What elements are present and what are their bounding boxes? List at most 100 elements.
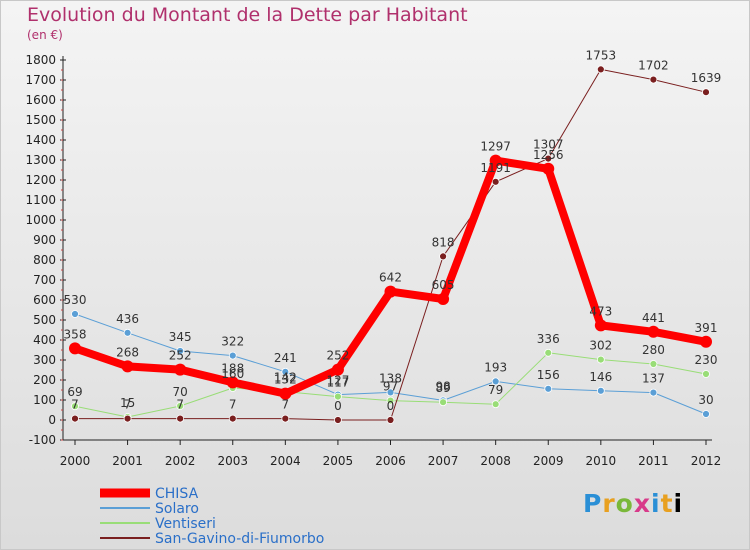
data-label: 1191 [480,161,511,175]
data-point [331,363,344,376]
logo-letter: o [615,489,634,518]
data-label: 302 [589,339,612,353]
data-label: 7 [71,398,79,412]
data-point [489,154,502,167]
data-label: 1753 [586,48,617,62]
data-point [334,392,342,401]
data-label: 188 [221,361,244,375]
data-point [386,396,395,405]
data-label: 142 [274,371,297,385]
y-tick-label: 1400 [25,133,56,147]
data-label: 97 [383,380,398,394]
chart-subtitle: (en €) [27,28,63,42]
data-point [649,75,658,84]
data-point [176,402,185,410]
data-point [226,376,239,389]
x-tick-label: 2005 [323,454,354,468]
data-label: 7 [282,398,290,412]
data-point [71,402,79,411]
data-point [544,348,553,357]
legend-label: Solaro [155,501,199,517]
data-point [544,384,553,393]
data-label: 322 [221,335,244,349]
data-label: 1702 [638,59,669,73]
proxiti-logo: Proxiti [583,489,683,518]
data-point [176,414,185,423]
data-point [594,319,607,332]
data-label: 7 [124,398,132,412]
data-point [596,65,605,74]
data-label: 1639 [691,71,722,85]
y-tick-label: 1300 [25,153,56,167]
y-tick-label: 800 [33,253,56,267]
data-label: 89 [435,381,450,395]
data-point [384,285,397,298]
y-tick-label: 1100 [25,193,56,207]
data-label: 818 [432,235,455,249]
data-label: 70 [173,385,188,399]
y-tick-label: 400 [33,333,56,347]
y-tick-label: 500 [33,313,56,327]
y-tick-label: -100 [29,433,56,447]
y-tick-label: 300 [33,353,56,367]
data-label: 15 [120,396,135,410]
data-label: 252 [169,349,192,363]
y-tick-label: 200 [33,373,56,387]
x-tick-label: 2001 [112,454,143,468]
logo-letter: P [583,489,603,518]
data-point [700,335,712,348]
data-label: 137 [642,372,665,386]
data-label: 358 [64,327,87,341]
y-tick-label: 700 [33,273,56,287]
logo-letter: r [602,489,616,518]
y-tick-label: 1200 [25,173,56,187]
x-tick-label: 2007 [428,454,459,468]
logo-letter: t [660,489,674,518]
data-point [491,400,500,409]
data-label: 530 [64,293,87,307]
x-tick-label: 2011 [638,454,669,468]
data-label: 0 [334,399,342,413]
x-tick-label: 2009 [533,454,564,468]
data-point [386,388,395,397]
x-tick-label: 2003 [217,454,248,468]
x-tick-label: 2006 [375,454,406,468]
data-point [228,414,237,423]
data-point [71,310,79,318]
data-label: 280 [642,343,665,357]
data-point [702,410,710,418]
data-point [596,386,605,395]
data-point [176,347,185,355]
data-label: 441 [642,311,665,325]
x-tick-label: 2008 [480,454,511,468]
data-point [69,342,81,355]
y-tick-label: 1500 [25,113,56,127]
chart-title: Evolution du Montant de la Dette par Hab… [27,4,468,26]
data-label: 436 [116,312,139,326]
y-tick-label: 1600 [25,93,56,107]
data-label: 69 [67,385,82,399]
data-label: 642 [379,271,402,285]
data-point [649,388,658,397]
y-tick-label: 1000 [25,213,56,227]
data-label: 160 [221,367,244,381]
data-point [123,328,132,337]
data-label: 391 [695,321,718,335]
data-point [386,416,395,424]
data-label: 7 [176,398,184,412]
data-point [71,414,79,423]
data-label: 1256 [533,148,564,162]
legend-label: CHISA [155,486,199,502]
y-tick-label: 100 [33,393,56,407]
y-tick-label: 600 [33,293,56,307]
data-label: 252 [326,349,349,363]
legend-label: Ventiseri [155,516,216,532]
data-point [596,355,605,364]
data-point [281,414,290,423]
data-label: 1297 [480,140,511,154]
data-point [437,293,450,305]
data-label: 230 [695,353,718,367]
data-label: 241 [274,351,297,365]
